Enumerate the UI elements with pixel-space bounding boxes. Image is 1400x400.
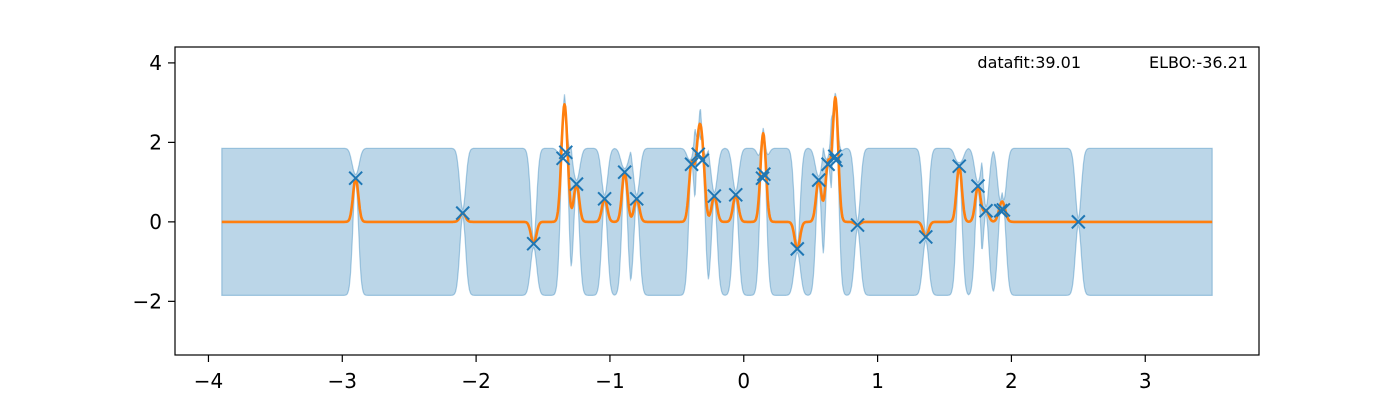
data-point-marker — [827, 149, 842, 164]
x-tick-label: 2 — [1005, 369, 1018, 393]
data-point-marker — [684, 157, 699, 172]
data-point-marker — [348, 170, 363, 186]
data-point-marker — [569, 176, 584, 192]
data-point-marker — [558, 145, 573, 160]
data-point-marker — [952, 159, 967, 174]
data-point-marker — [790, 241, 805, 257]
y-tick-label: 4 — [149, 51, 162, 75]
plot-frame — [174, 46, 1260, 356]
data-point-marker — [996, 202, 1011, 218]
data-point-marker — [970, 178, 986, 194]
data-point-marker — [811, 172, 826, 188]
x-tick-label: 0 — [737, 369, 750, 393]
datafit-annotation: datafit:39.01 — [977, 53, 1081, 72]
elbo-annotation: ELBO:-36.21 — [1149, 53, 1248, 72]
observation-markers — [348, 145, 1086, 257]
data-point-marker — [993, 203, 1008, 218]
x-tick-label: 1 — [871, 369, 884, 393]
mean-line — [221, 96, 1213, 251]
data-point-marker — [707, 188, 722, 204]
data-point-marker — [597, 191, 612, 207]
y-tick-label: 2 — [149, 130, 162, 154]
y-axis: −2 0 2 4 — [133, 51, 175, 313]
data-point-marker — [755, 170, 770, 186]
data-point-marker — [526, 236, 541, 251]
x-tick-label: 3 — [1139, 369, 1152, 393]
x-axis: −4 −3 −2 −1 0 1 2 3 — [194, 355, 1152, 393]
y-tick-label: −2 — [133, 289, 162, 313]
data-point-marker — [1071, 214, 1086, 230]
x-tick-label: −2 — [461, 369, 490, 393]
data-point-marker — [828, 153, 844, 168]
x-tick-label: −3 — [328, 369, 357, 393]
y-tick-label: 0 — [149, 210, 162, 234]
data-point-marker — [918, 229, 933, 245]
x-tick-label: −4 — [194, 369, 223, 393]
predictive-mean-line — [221, 96, 1213, 251]
data-point-marker — [695, 153, 710, 168]
x-tick-label: −1 — [595, 369, 624, 393]
data-point-marker — [617, 164, 632, 180]
data-point-marker — [978, 203, 994, 218]
data-point-marker — [850, 217, 865, 233]
data-point-marker — [629, 191, 644, 207]
data-point-marker — [455, 205, 470, 221]
data-point-marker — [756, 166, 772, 182]
data-point-marker — [728, 187, 743, 203]
